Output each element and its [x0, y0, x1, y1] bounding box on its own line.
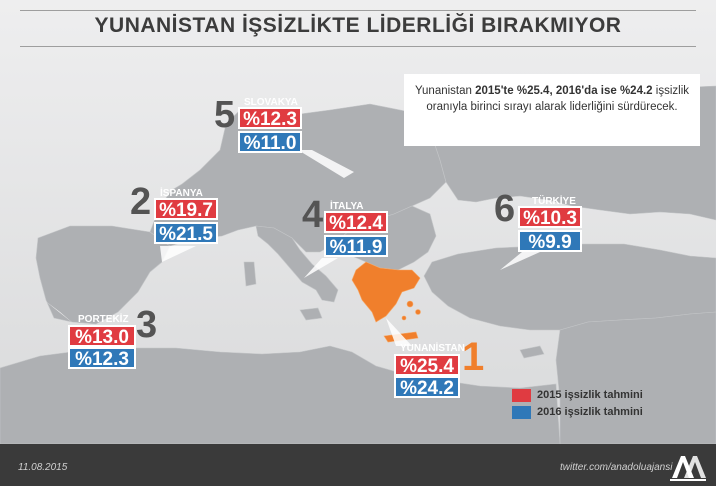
- callout-italy: [304, 258, 338, 278]
- anadolu-agency-logo-icon: [670, 456, 706, 481]
- page-title: YUNANİSTAN İŞSİZLİKTE LİDERLİĞİ BIRAKMIY…: [94, 14, 622, 37]
- rank-number: 1: [462, 335, 485, 379]
- country-name: İTALYA: [330, 201, 364, 212]
- country-name: İSPANYA: [160, 188, 203, 199]
- land-greece: [351, 261, 421, 323]
- rate-2015-badge: %10.3: [518, 206, 582, 229]
- legend-swatch-2016: [512, 406, 531, 419]
- twitter-handle-link[interactable]: twitter.com/anadoluajansi: [560, 462, 673, 473]
- footer-bar: [0, 444, 716, 486]
- rate-2016-badge: %9.9: [518, 230, 582, 253]
- description-text-2: işsizlik oranıyla birinci sırayı alarak …: [426, 85, 689, 113]
- rank-number: 5: [214, 94, 236, 136]
- callout-slovakia: [298, 150, 354, 178]
- rank-number: 4: [302, 194, 324, 236]
- land-italy: [255, 225, 339, 303]
- rate-2016-badge: %11.9: [324, 235, 388, 258]
- publish-date: 11.08.2015: [18, 462, 68, 473]
- legend-swatch-2015: [512, 389, 531, 402]
- land-cyprus: [519, 345, 545, 359]
- rate-2015-badge: %12.4: [324, 211, 388, 234]
- rate-2015-badge: %12.3: [238, 107, 302, 130]
- rank-number: 6: [494, 188, 516, 230]
- rank-number: 2: [130, 181, 152, 223]
- rate-2015-badge: %25.4: [394, 354, 460, 377]
- country-name: PORTEKİZ: [78, 314, 129, 325]
- rate-2016-badge: %12.3: [68, 347, 136, 370]
- description-box: Yunanistan 2015'te %25.4, 2016'da ise %2…: [404, 74, 700, 146]
- rate-2016-badge: %11.0: [238, 131, 302, 154]
- callout-greece: [386, 318, 412, 346]
- callout-turkey: [500, 252, 540, 270]
- title-rule-top: [20, 10, 696, 11]
- rate-2016-badge: %24.2: [394, 376, 460, 399]
- land-sicily: [299, 307, 323, 321]
- description-text-1: Yunanistan: [415, 85, 476, 97]
- land-iberia: [35, 225, 171, 325]
- legend-label: 2015 işsizlik tahmini: [537, 389, 643, 401]
- land-sardinia: [243, 261, 257, 287]
- title-rule-bottom: [20, 46, 696, 47]
- greece-island: [415, 309, 421, 315]
- country-name: SLOVAKYA: [244, 97, 298, 108]
- callout-spain: [160, 246, 196, 262]
- rate-2015-badge: %19.7: [154, 198, 218, 221]
- callout-portugal: [44, 300, 74, 324]
- description-text-bold: 2015'te %25.4, 2016'da ise %24.2: [475, 85, 653, 97]
- country-name: TÜRKİYE: [532, 196, 576, 207]
- legend-label: 2016 işsizlik tahmini: [537, 406, 643, 418]
- rank-number: 3: [136, 304, 158, 346]
- country-name: YUNANİSTAN: [400, 343, 465, 354]
- land-middle-east: [555, 311, 716, 445]
- rate-2015-badge: %13.0: [68, 325, 136, 348]
- greece-island: [401, 315, 407, 321]
- rate-2016-badge: %21.5: [154, 222, 218, 245]
- greece-island: [406, 300, 414, 308]
